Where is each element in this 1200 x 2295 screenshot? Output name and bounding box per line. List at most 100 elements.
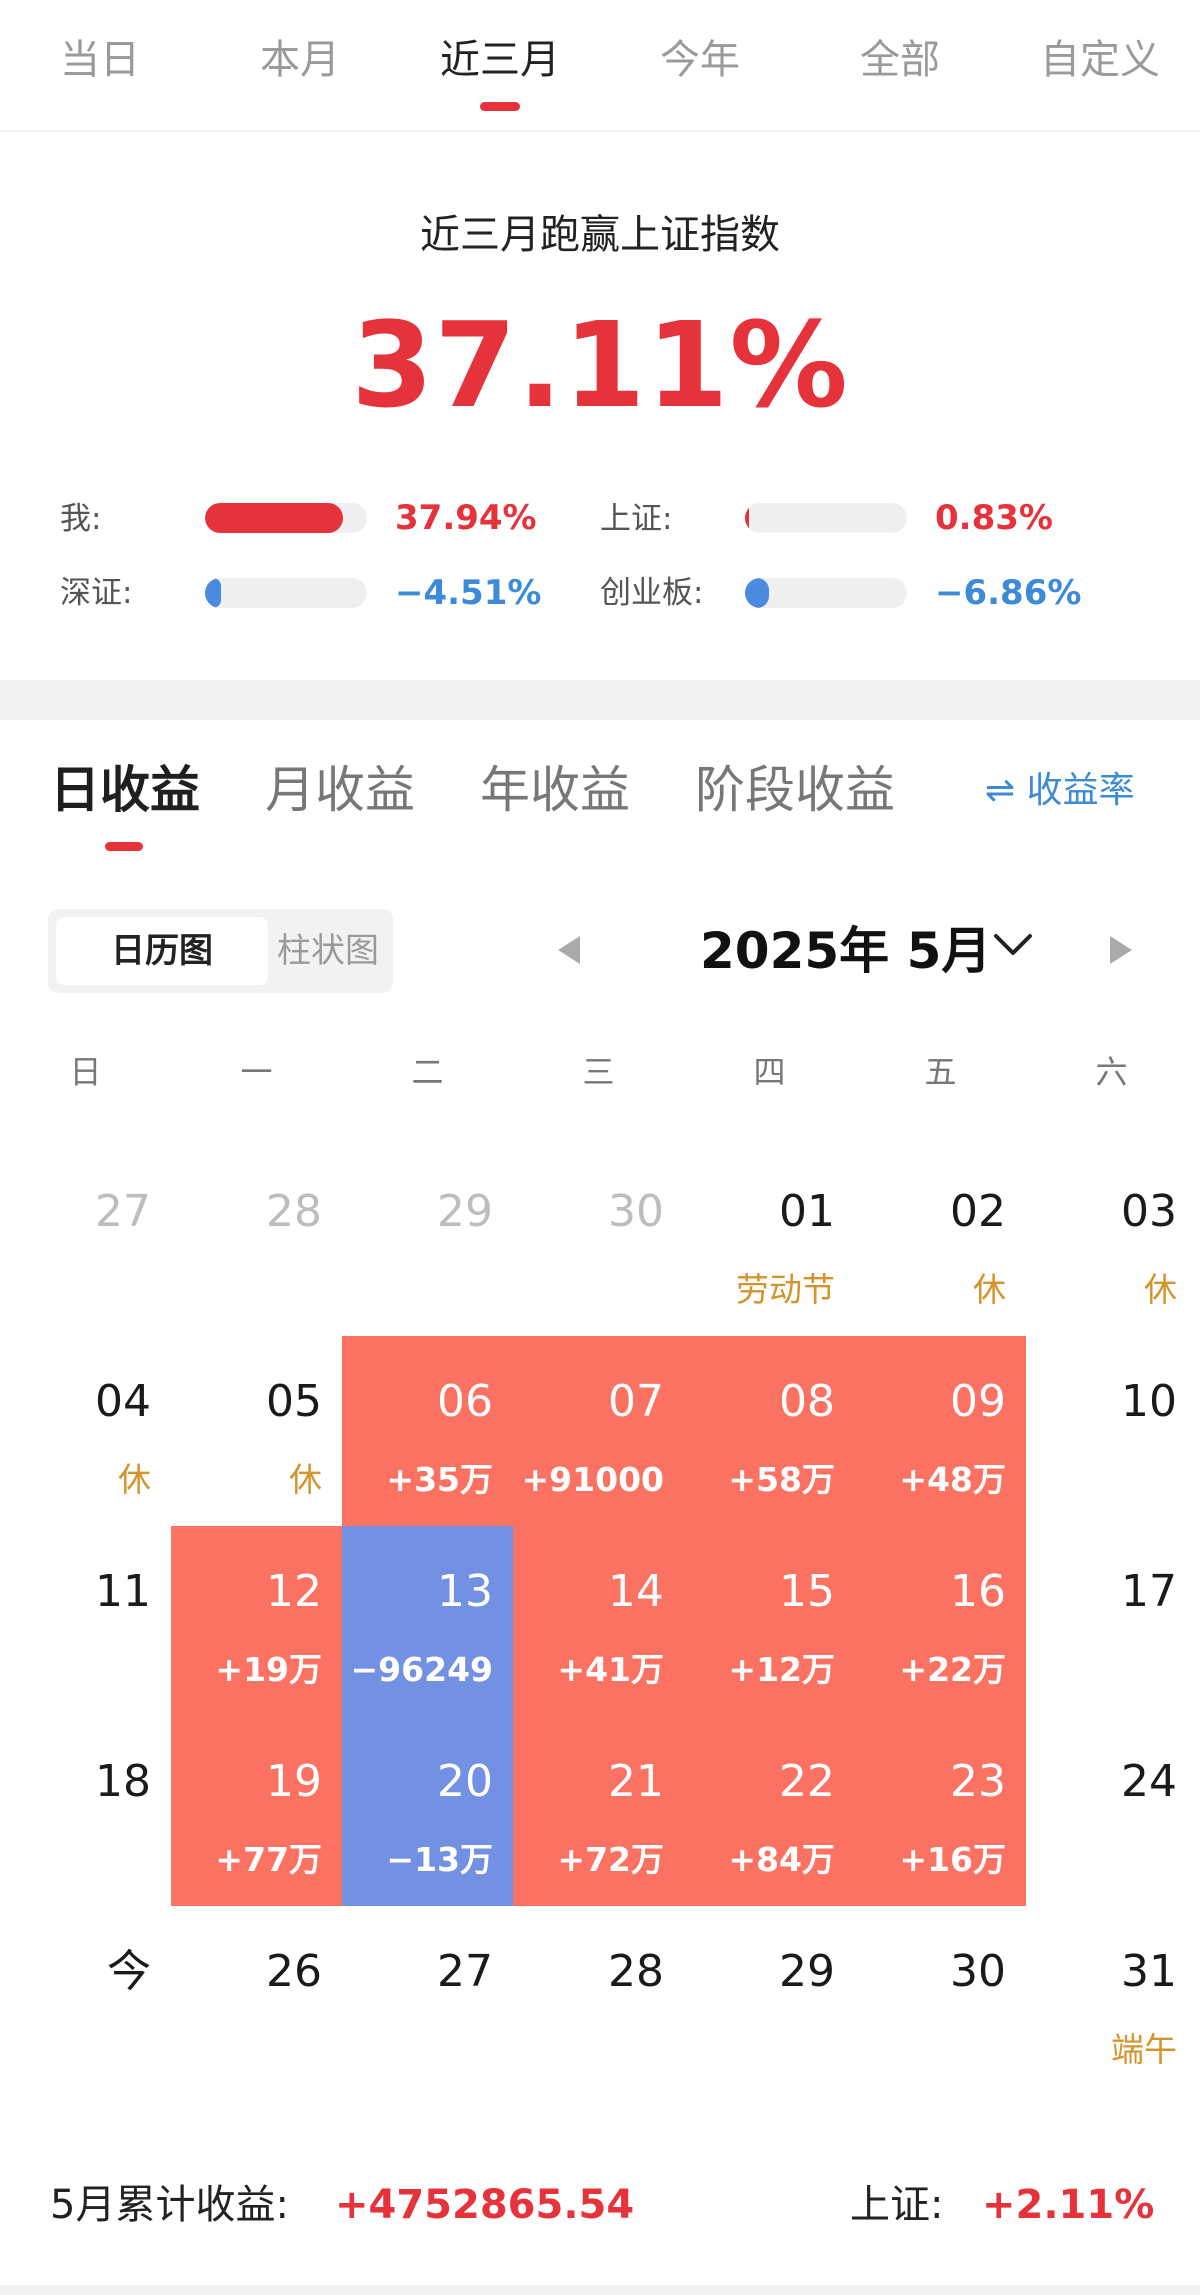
income-tab-indicator xyxy=(105,842,143,851)
calendar-day-cell[interactable]: 06 +35万 xyxy=(342,1336,513,1526)
tab-this-year[interactable]: 今年 xyxy=(660,37,740,83)
calendar-day-cell[interactable]: 15 +12万 xyxy=(684,1526,855,1716)
chevron-down-icon[interactable] xyxy=(993,932,1033,958)
comparison-label-shenzhen: 深证: xyxy=(60,575,133,611)
calendar-day-number: 15 xyxy=(779,1566,835,1617)
calendar-day-cell[interactable]: 31 端午 xyxy=(1026,1906,1197,2096)
calendar-day-cell[interactable]: 16 +22万 xyxy=(855,1526,1026,1716)
tab-daily-income[interactable]: 日收益 xyxy=(50,761,200,819)
calendar-profit-label: +22万 xyxy=(899,1650,1006,1689)
shanghai-index-value: +2.11% xyxy=(982,2182,1155,2228)
calendar-day-cell[interactable]: 09 +48万 xyxy=(855,1336,1026,1526)
comparison-value-shenzhen: −4.51% xyxy=(395,573,542,613)
calendar-day-cell[interactable]: 04 休 xyxy=(0,1336,171,1526)
calendar-day-cell[interactable]: 29 xyxy=(684,1906,855,2096)
period-tab-bar: 当日 本月 近三月 今年 全部 自定义 xyxy=(0,0,1200,132)
calendar-day-number: 26 xyxy=(266,1946,322,1997)
calendar-day-cell[interactable]: 08 +58万 xyxy=(684,1336,855,1526)
monthly-total-label: 5月累计收益: xyxy=(50,2182,289,2228)
calendar-day-number: 29 xyxy=(437,1186,493,1237)
calendar-day-cell[interactable]: 24 xyxy=(1026,1716,1197,1906)
calendar-day-cell[interactable]: 11 xyxy=(0,1526,171,1716)
calendar-day-cell[interactable]: 13 −96249 xyxy=(342,1526,513,1716)
calendar-day-cell[interactable]: 05 休 xyxy=(171,1336,342,1526)
calendar-day-cell[interactable]: 22 +84万 xyxy=(684,1716,855,1906)
calendar-profit-label: +58万 xyxy=(728,1460,835,1499)
weekday-fri: 五 xyxy=(924,1053,957,1091)
weekday-sat: 六 xyxy=(1095,1053,1128,1091)
swap-arrows-icon: ⇌ 收益率 xyxy=(985,770,1135,811)
calendar-holiday-label: 休 xyxy=(118,1460,151,1499)
tab-all[interactable]: 全部 xyxy=(860,37,940,83)
calendar-day-number: 13 xyxy=(437,1566,493,1617)
triangle-right-icon[interactable] xyxy=(1110,936,1132,964)
tab-today[interactable]: 当日 xyxy=(60,37,140,83)
calendar-day-cell[interactable]: 01 劳动节 xyxy=(684,1146,855,1336)
calendar-day-cell[interactable]: 27 xyxy=(342,1906,513,2096)
calendar-day-cell[interactable]: 18 xyxy=(0,1716,171,1906)
calendar-day-cell[interactable]: 10 xyxy=(1026,1336,1197,1526)
tab-this-month[interactable]: 本月 xyxy=(260,37,340,83)
calendar-day-cell[interactable]: 17 xyxy=(1026,1526,1197,1716)
calendar-day-cell[interactable]: 30 xyxy=(855,1906,1026,2096)
tab-last-three-months[interactable]: 近三月 xyxy=(440,37,560,83)
calendar-view-button[interactable]: 日历图 xyxy=(56,917,268,985)
calendar-day-number: 08 xyxy=(779,1376,835,1427)
calendar-profit-label: +48万 xyxy=(899,1460,1006,1499)
comparison-bar-shenzhen xyxy=(205,578,367,608)
calendar-holiday-label: 休 xyxy=(289,1460,322,1499)
calendar-day-cell[interactable]: 12 +19万 xyxy=(171,1526,342,1716)
calendar-day-cell[interactable]: 今 xyxy=(0,1906,171,2096)
comparison-value-shanghai: 0.83% xyxy=(935,498,1053,538)
summary-title: 近三月跑赢上证指数 xyxy=(420,212,780,258)
calendar-day-number: 30 xyxy=(608,1186,664,1237)
calendar-day-number: 10 xyxy=(1121,1376,1177,1427)
calendar-day-cell[interactable]: 28 xyxy=(171,1146,342,1336)
calendar-day-number: 06 xyxy=(437,1376,493,1427)
calendar-day-cell[interactable]: 14 +41万 xyxy=(513,1526,684,1716)
calendar-day-cell[interactable]: 26 xyxy=(171,1906,342,2096)
calendar-profit-label: +84万 xyxy=(728,1840,835,1879)
calendar-day-cell[interactable]: 21 +72万 xyxy=(513,1716,684,1906)
calendar-holiday-label: 劳动节 xyxy=(736,1270,835,1309)
calendar-day-number: 04 xyxy=(95,1376,151,1427)
comparison-bar-me xyxy=(205,503,367,533)
calendar-day-number: 03 xyxy=(1121,1186,1177,1237)
summary-value: 37.11% xyxy=(351,296,849,434)
triangle-left-icon[interactable] xyxy=(558,936,580,964)
comparison-label-shanghai: 上证: xyxy=(600,501,673,537)
calendar-day-cell[interactable]: 29 xyxy=(342,1146,513,1336)
active-tab-indicator xyxy=(480,102,520,111)
calendar-day-cell[interactable]: 27 xyxy=(0,1146,171,1336)
calendar-profit-label: +77万 xyxy=(215,1840,322,1879)
bar-view-button[interactable]: 柱状图 xyxy=(277,931,379,971)
calendar-day-number: 12 xyxy=(266,1566,322,1617)
calendar-day-cell[interactable]: 20 −13万 xyxy=(342,1716,513,1906)
tab-custom[interactable]: 自定义 xyxy=(1040,37,1160,83)
comparison-fill-shenzhen xyxy=(205,578,221,608)
calendar-day-cell[interactable]: 02 休 xyxy=(855,1146,1026,1336)
weekday-wed: 三 xyxy=(582,1053,615,1091)
calendar-profit-label: −13万 xyxy=(386,1840,493,1879)
calendar-day-cell[interactable]: 03 休 xyxy=(1026,1146,1197,1336)
calendar-day-number: 07 xyxy=(608,1376,664,1427)
calendar-day-number: 05 xyxy=(266,1376,322,1427)
rate-toggle-button[interactable]: ⇌ 收益率 xyxy=(985,766,1135,816)
calendar-day-cell[interactable]: 07 +91000 xyxy=(513,1336,684,1526)
calendar-holiday-label: 端午 xyxy=(1111,2030,1177,2069)
calendar-day-cell[interactable]: 19 +77万 xyxy=(171,1716,342,1906)
month-title[interactable]: 2025年 5月 xyxy=(700,922,992,980)
calendar-day-cell[interactable]: 23 +16万 xyxy=(855,1716,1026,1906)
tab-yearly-income[interactable]: 年收益 xyxy=(480,761,630,819)
calendar-day-number: 28 xyxy=(266,1186,322,1237)
tab-stage-income[interactable]: 阶段收益 xyxy=(695,761,895,819)
calendar-day-number: 23 xyxy=(950,1756,1006,1807)
comparison-value-me: 37.94% xyxy=(395,498,537,538)
comparison-label-chinext: 创业板: xyxy=(600,575,704,611)
comparison-fill-me xyxy=(205,503,343,533)
tab-monthly-income[interactable]: 月收益 xyxy=(265,761,415,819)
calendar-day-number: 27 xyxy=(437,1946,493,1997)
calendar-day-cell[interactable]: 30 xyxy=(513,1146,684,1336)
calendar-day-cell[interactable]: 28 xyxy=(513,1906,684,2096)
weekday-tue: 二 xyxy=(411,1053,444,1091)
